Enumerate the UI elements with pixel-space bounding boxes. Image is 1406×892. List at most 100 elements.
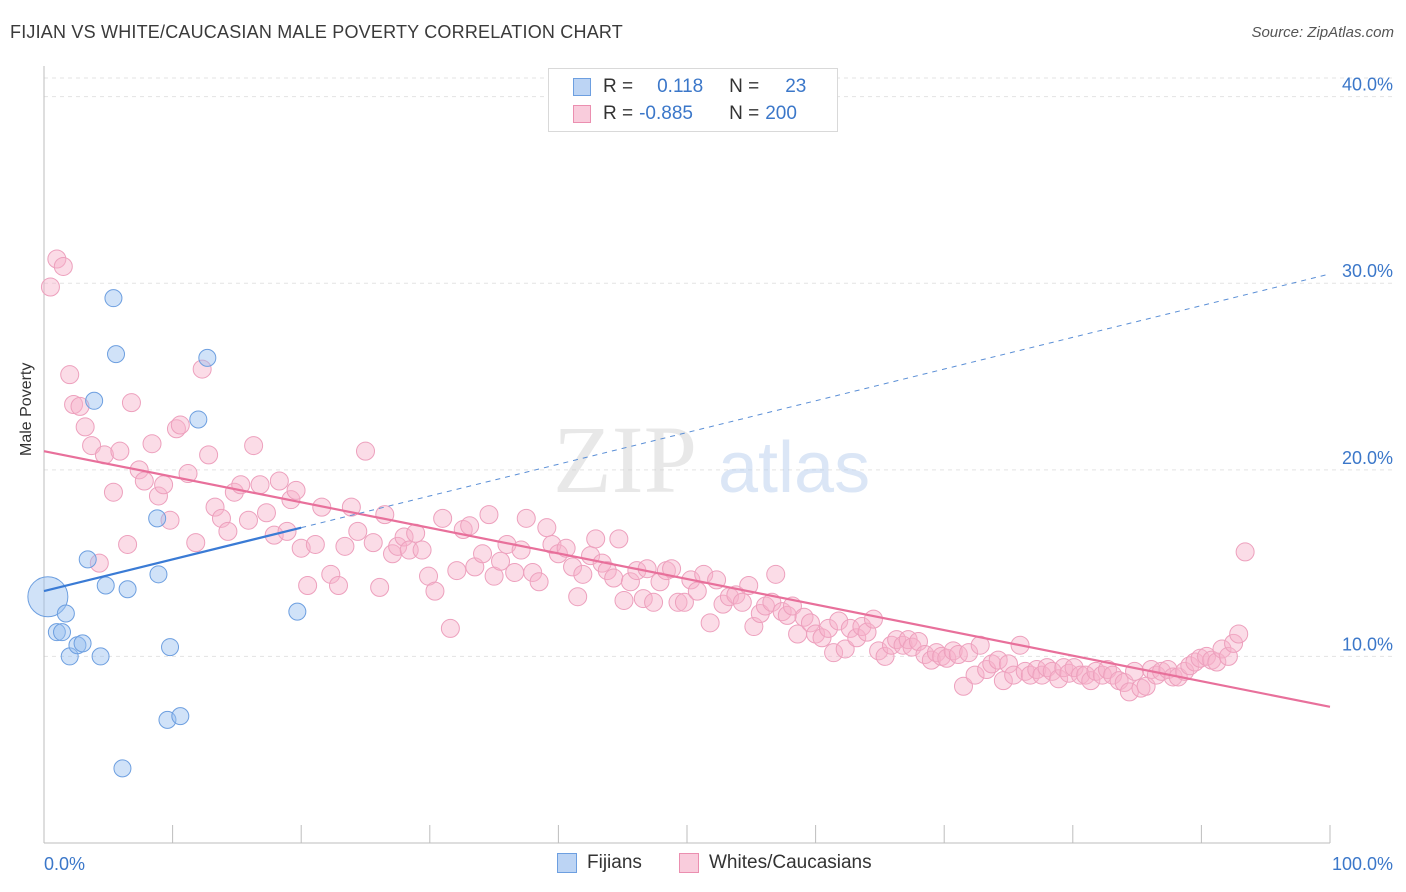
data-point-white — [1004, 665, 1024, 685]
data-point-white — [516, 508, 536, 528]
data-point-white — [388, 536, 408, 556]
data-point-fijian — [78, 550, 97, 569]
data-point-white — [542, 534, 562, 554]
data-point-white — [1197, 646, 1217, 666]
data-point-white — [1037, 658, 1057, 678]
data-point-white — [192, 359, 212, 379]
watermark: ZIP atlas — [553, 406, 870, 513]
data-point-white — [40, 277, 60, 297]
data-point-white — [199, 445, 219, 465]
data-point-white — [1180, 656, 1200, 676]
stats-swatch-whites — [573, 105, 591, 123]
legend-swatch-fijians — [557, 853, 577, 873]
y-tick-label: 30.0% — [1342, 261, 1393, 281]
series-fijians — [27, 289, 307, 778]
data-point-fijian — [53, 623, 72, 642]
data-point-white — [89, 553, 109, 573]
data-point-white — [256, 503, 276, 523]
data-point-white — [959, 643, 979, 663]
data-point-white — [238, 510, 258, 530]
data-point-white — [829, 611, 849, 631]
data-point-white — [479, 505, 499, 525]
data-point-white — [250, 475, 270, 495]
data-point-white — [988, 650, 1008, 670]
legend-item-whites[interactable]: Whites/Caucasians — [679, 852, 872, 874]
trend-line-fijians-extrapolated — [301, 273, 1331, 529]
data-point-white — [537, 518, 557, 538]
data-point-white — [298, 576, 318, 596]
data-point-white — [110, 441, 130, 461]
data-point-white — [473, 544, 493, 564]
data-point-white — [1212, 639, 1232, 659]
data-point-white — [556, 538, 576, 558]
data-point-white — [1098, 659, 1118, 679]
data-point-white — [148, 486, 168, 506]
data-point-white — [847, 628, 867, 648]
stats-box: R = 0.118 N = 23 R = -0.885 N = 200 — [548, 68, 838, 132]
n-value: 23 — [785, 76, 807, 97]
y-tick-label: 10.0% — [1342, 634, 1393, 654]
legend-label-whites: Whites/Caucasians — [709, 852, 872, 873]
data-point-white — [700, 613, 720, 633]
data-point-white — [568, 587, 588, 607]
stats-row-fijians: R = 0.118 N = 23 — [573, 75, 806, 99]
data-point-white — [447, 561, 467, 581]
data-point-fijian — [85, 391, 104, 410]
data-point-white — [60, 365, 80, 385]
data-point-white — [134, 471, 154, 491]
data-point-white — [425, 581, 445, 601]
data-point-white — [1059, 663, 1079, 683]
series-whites-caucasians — [40, 249, 1255, 702]
data-point-white — [491, 551, 511, 571]
data-point-white — [305, 534, 325, 554]
trend-line-whites — [43, 450, 1331, 708]
data-point-white — [772, 602, 792, 622]
data-point-white — [668, 592, 688, 612]
data-point-white — [755, 596, 775, 616]
data-point-fijian — [198, 348, 217, 367]
data-point-white — [766, 564, 786, 584]
data-point-white — [205, 497, 225, 517]
data-point-white — [186, 533, 206, 553]
data-point-white — [777, 605, 797, 625]
data-point-fijian — [161, 638, 180, 657]
data-point-white — [154, 475, 174, 495]
data-point-white — [1076, 665, 1096, 685]
data-point-white — [597, 561, 617, 581]
data-point-white — [75, 417, 95, 437]
data-point-white — [335, 536, 355, 556]
data-point-fijian — [56, 604, 75, 623]
data-point-fijian — [189, 410, 208, 429]
data-point-white — [943, 641, 963, 661]
data-point-white — [644, 592, 664, 612]
r-value: -0.885 — [639, 103, 693, 124]
n-value: 200 — [765, 103, 797, 124]
data-point-white — [875, 646, 895, 666]
data-point-white — [370, 577, 390, 597]
data-point-white — [460, 516, 480, 536]
data-point-white — [604, 568, 624, 588]
data-point-white — [633, 589, 653, 609]
data-point-fijian — [107, 345, 126, 364]
data-point-fijian — [91, 647, 110, 666]
data-point-white — [662, 559, 682, 579]
watermark-atlas: atlas — [718, 428, 870, 508]
data-point-white — [818, 618, 838, 638]
data-point-white — [244, 436, 264, 456]
data-point-white — [999, 654, 1018, 674]
data-point-white — [1119, 682, 1139, 702]
legend-item-fijians[interactable]: Fijians — [557, 852, 642, 874]
data-point-white — [348, 521, 368, 541]
n-label: N = — [729, 76, 760, 97]
data-point-fijian — [104, 289, 123, 308]
data-point-white — [82, 436, 102, 456]
data-point-white — [812, 628, 832, 648]
source-label: Source: ZipAtlas.com — [1251, 24, 1394, 41]
data-point-white — [674, 592, 694, 612]
y-axis-label: Male Poverty — [18, 362, 35, 456]
data-point-white — [1224, 633, 1244, 653]
data-point-white — [863, 609, 883, 629]
data-point-white — [64, 395, 84, 415]
data-point-white — [806, 624, 826, 644]
